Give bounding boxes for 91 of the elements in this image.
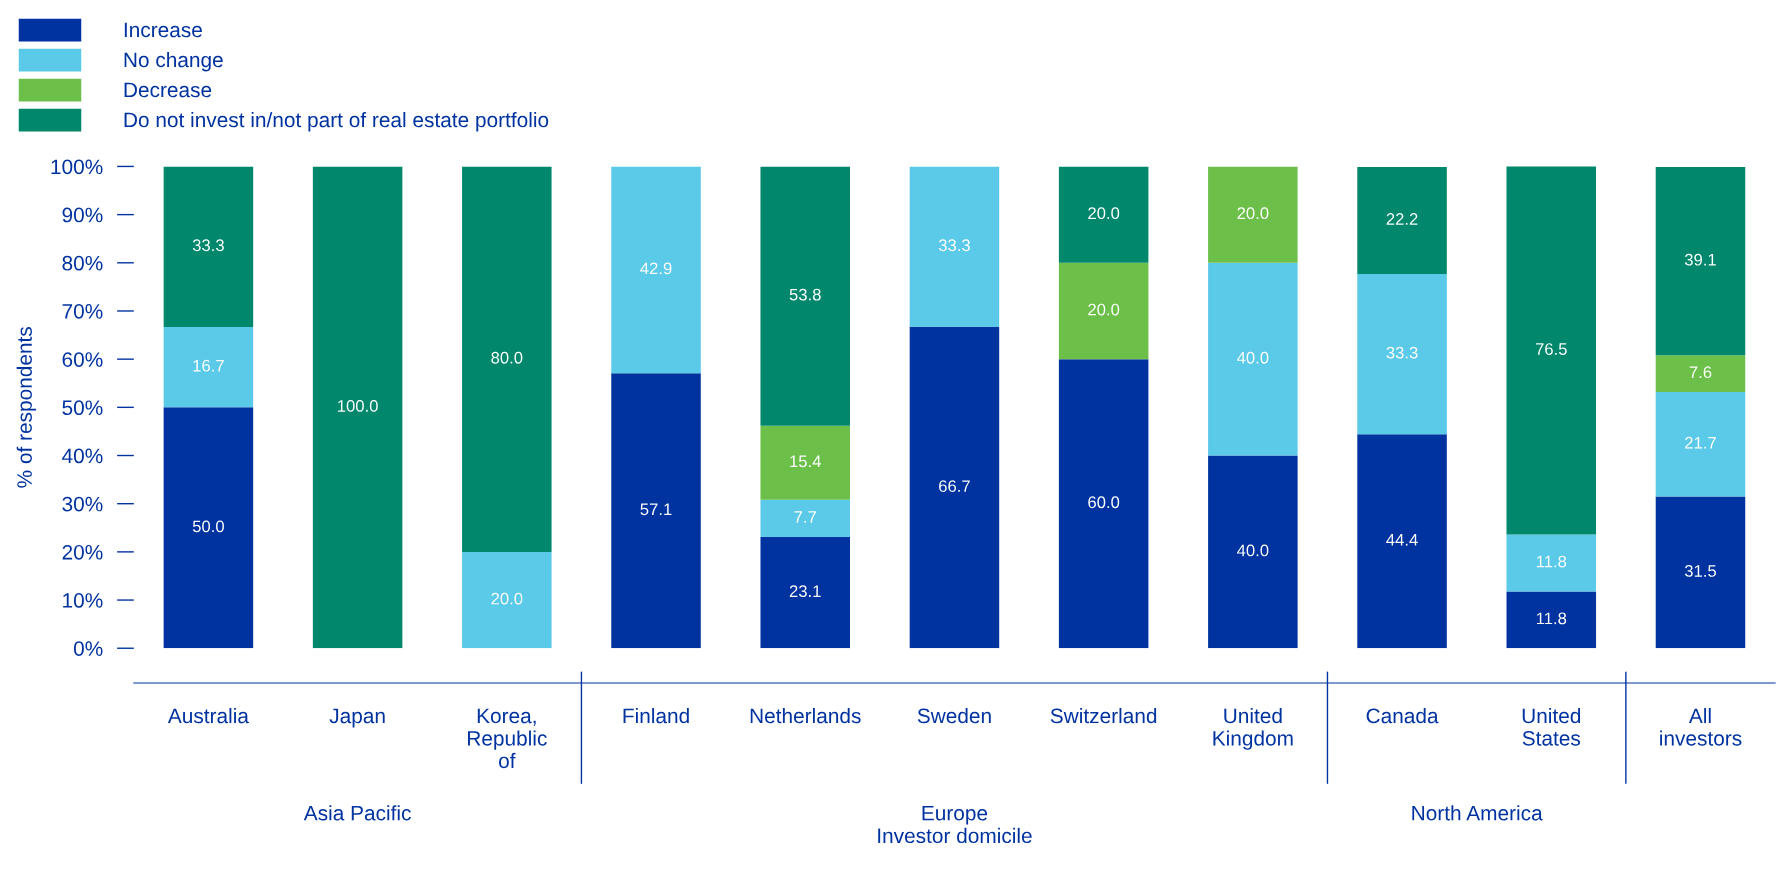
data-label: 33.3 (192, 239, 224, 252)
bar (1208, 262, 1298, 456)
bar (1208, 166, 1298, 263)
data-label: 21.7 (1685, 436, 1716, 449)
data-label: 11.8 (1536, 555, 1567, 568)
data-label: 33.3 (938, 239, 970, 252)
data-label: 11.8 (1536, 612, 1567, 625)
x-tick-label: Japan (329, 708, 385, 728)
bar (611, 166, 701, 374)
data-label: 7.6 (1689, 366, 1712, 379)
data-label: 20.0 (1088, 207, 1120, 220)
bar (611, 373, 701, 649)
y-tick-label: 70% (62, 303, 103, 319)
y-tick-label: 0% (73, 641, 103, 656)
data-label: 23.1 (789, 585, 821, 598)
y-tick-label: 90% (62, 207, 103, 223)
y-tick-label: 20% (62, 544, 103, 560)
bar (760, 536, 850, 649)
data-label: 66.7 (939, 480, 970, 493)
bar (909, 166, 1000, 327)
data-label: 22.2 (1386, 213, 1418, 225)
bar (1506, 166, 1597, 535)
data-label: 53.8 (789, 288, 821, 301)
x-tick-label: United Kingdom (1213, 707, 1293, 750)
x-tick-label: Australia (167, 707, 249, 724)
x-tick-label: Sweden (917, 707, 991, 724)
bar (1655, 391, 1746, 497)
text: Asia Pacific (303, 805, 411, 821)
bar (462, 551, 552, 649)
data-label: 80.0 (491, 351, 523, 364)
legend-label: Increase (124, 22, 202, 38)
bar (163, 407, 254, 649)
data-label: 76.5 (1535, 343, 1567, 355)
data-label: 16.7 (193, 359, 224, 372)
bar (760, 166, 850, 426)
bar (1357, 273, 1447, 435)
data-label: 20.0 (1237, 207, 1269, 220)
data-label: 100.0 (338, 400, 378, 412)
bar (1357, 166, 1447, 274)
data-label: 44.4 (1386, 534, 1418, 546)
data-label: 15.4 (790, 455, 821, 468)
y-tick-label: 60% (62, 352, 103, 367)
data-label: 33.3 (1386, 346, 1418, 359)
y-tick-label: 80% (62, 255, 103, 271)
bar (163, 166, 254, 327)
bar (909, 326, 1000, 649)
x-axis-title: Investor domicile (878, 827, 1032, 844)
data-label: 7.7 (794, 511, 816, 523)
data-label: 42.9 (640, 262, 672, 275)
bar (1655, 166, 1746, 356)
data-label: 40.0 (1237, 351, 1269, 364)
bar (1357, 434, 1447, 649)
data-label: 31.5 (1684, 565, 1716, 577)
y-tick-label: 40% (62, 448, 103, 464)
bar (1655, 496, 1746, 649)
legend-label: Decrease (124, 82, 212, 98)
data-label: 20.0 (1088, 303, 1120, 316)
y-tick-label: 10% (63, 593, 103, 608)
bar (1208, 455, 1298, 649)
data-label: 39.1 (1684, 253, 1716, 266)
y-axis-title: % of respondents (16, 327, 37, 488)
bar (312, 166, 403, 649)
bar (1655, 355, 1746, 392)
y-tick-label: 100% (51, 159, 103, 175)
data-label: 57.1 (640, 503, 672, 516)
y-tick-label: 30% (62, 496, 103, 512)
x-tick-label: All investors (1660, 707, 1742, 746)
data-label: 40.0 (1237, 544, 1269, 557)
bar (462, 166, 552, 552)
text: North America (1412, 805, 1543, 821)
x-tick-label: Canada (1366, 707, 1439, 724)
bar (1506, 534, 1597, 592)
bar (1506, 591, 1597, 649)
legend-label: Do not invest in/not part of real estate portfolio (124, 111, 549, 132)
text: Europe (922, 805, 988, 825)
bar (1058, 262, 1149, 360)
data-label: 60.0 (1088, 496, 1120, 509)
legend-label: No change (124, 51, 223, 72)
x-tick-label: Netherlands (750, 707, 861, 724)
data-label: 20.0 (491, 592, 523, 605)
bar (1058, 166, 1149, 263)
y-tick-label: 50% (62, 400, 103, 416)
bar (1058, 359, 1149, 649)
x-tick-label: Switzerland (1050, 707, 1157, 724)
bar (760, 425, 850, 500)
bar (760, 499, 850, 537)
data-label: 50.0 (192, 520, 224, 533)
x-tick-label: Korea, Republic of (468, 708, 547, 769)
x-tick-label: Finland (623, 707, 689, 724)
bar (163, 326, 254, 408)
x-tick-label: United States (1522, 707, 1581, 746)
